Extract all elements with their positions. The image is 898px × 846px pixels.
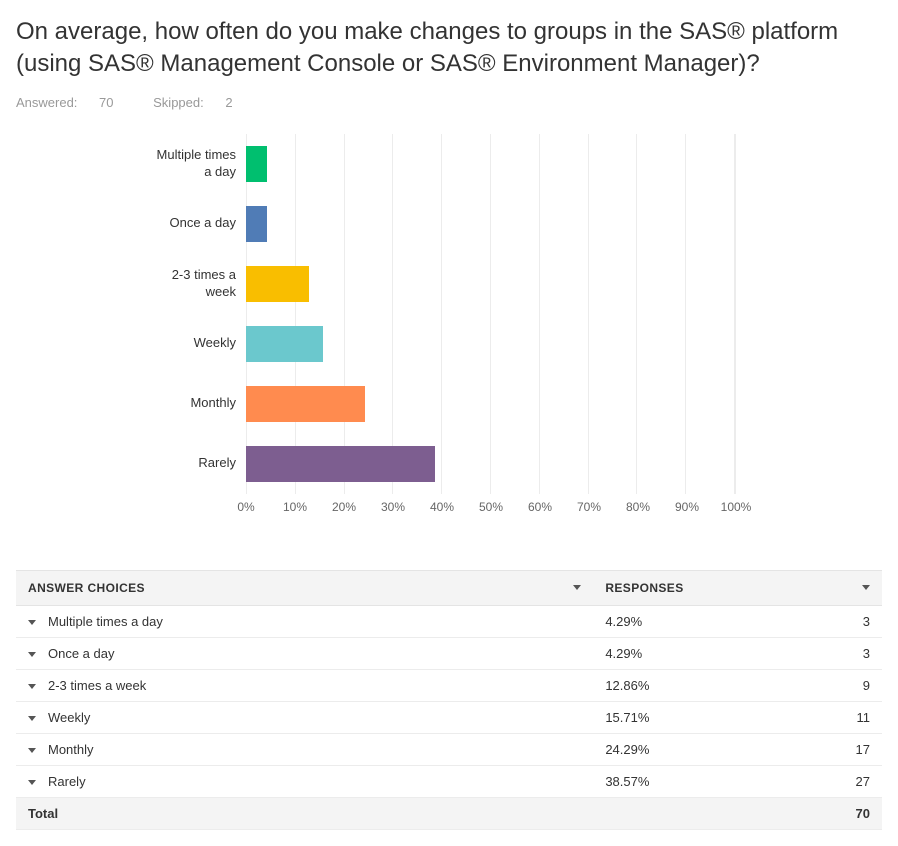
expand-caret-icon[interactable] <box>28 780 36 785</box>
row-percent: 38.57% <box>593 765 799 797</box>
question-title: On average, how often do you make change… <box>16 16 882 81</box>
row-percent: 4.29% <box>593 637 799 669</box>
table-row: Multiple times a day 4.29%3 <box>16 605 882 637</box>
chart-x-tick: 90% <box>675 500 699 514</box>
row-count: 3 <box>800 637 882 669</box>
chart-x-tick: 40% <box>430 500 454 514</box>
row-label: Multiple times a day <box>48 614 163 629</box>
chart-x-tick: 60% <box>528 500 552 514</box>
answered-label: Answered: <box>16 95 77 110</box>
sort-caret-icon <box>573 585 581 590</box>
chart-x-tick: 70% <box>577 500 601 514</box>
bar-chart: Multiple timesa dayOnce a day2-3 times a… <box>16 134 736 520</box>
chart-x-tick: 20% <box>332 500 356 514</box>
column-header-responses[interactable]: Responses <box>593 570 882 605</box>
results-table: Answer Choices Responses Multiple times … <box>16 570 882 830</box>
sort-caret-icon <box>862 585 870 590</box>
chart-x-tick: 0% <box>237 500 254 514</box>
table-row: Rarely 38.57%27 <box>16 765 882 797</box>
chart-y-label: Weekly <box>16 314 246 374</box>
chart-x-tick: 100% <box>721 500 752 514</box>
chart-y-label: 2-3 times aweek <box>16 254 246 314</box>
row-count: 17 <box>800 733 882 765</box>
row-percent: 12.86% <box>593 669 799 701</box>
row-percent: 4.29% <box>593 605 799 637</box>
row-percent: 15.71% <box>593 701 799 733</box>
table-total-row: Total 70 <box>16 797 882 829</box>
chart-y-label: Multiple timesa day <box>16 134 246 194</box>
row-label: Once a day <box>48 646 115 661</box>
chart-x-tick: 30% <box>381 500 405 514</box>
expand-caret-icon[interactable] <box>28 684 36 689</box>
chart-bar[interactable] <box>246 206 267 242</box>
table-row: Monthly 24.29%17 <box>16 733 882 765</box>
chart-bar[interactable] <box>246 146 267 182</box>
column-header-choices[interactable]: Answer Choices <box>16 570 593 605</box>
row-count: 3 <box>800 605 882 637</box>
chart-x-tick: 10% <box>283 500 307 514</box>
total-label: Total <box>16 797 593 829</box>
response-meta: Answered: 70 Skipped: 2 <box>16 95 882 110</box>
chart-y-label: Monthly <box>16 374 246 434</box>
row-label: Rarely <box>48 774 86 789</box>
skipped-value: 2 <box>225 95 232 110</box>
row-percent: 24.29% <box>593 733 799 765</box>
expand-caret-icon[interactable] <box>28 748 36 753</box>
table-row: Weekly 15.71%11 <box>16 701 882 733</box>
table-row: 2-3 times a week 12.86%9 <box>16 669 882 701</box>
chart-bar[interactable] <box>246 266 309 302</box>
row-label: Monthly <box>48 742 94 757</box>
chart-x-tick: 50% <box>479 500 503 514</box>
chart-bar[interactable] <box>246 446 435 482</box>
column-header-responses-label: Responses <box>605 581 683 595</box>
chart-bar[interactable] <box>246 326 323 362</box>
chart-bar[interactable] <box>246 386 365 422</box>
total-value: 70 <box>800 797 882 829</box>
expand-caret-icon[interactable] <box>28 620 36 625</box>
skipped-label: Skipped: <box>153 95 204 110</box>
column-header-choices-label: Answer Choices <box>28 581 145 595</box>
row-label: 2-3 times a week <box>48 678 146 693</box>
expand-caret-icon[interactable] <box>28 716 36 721</box>
answered-value: 70 <box>99 95 113 110</box>
row-count: 11 <box>800 701 882 733</box>
table-row: Once a day 4.29%3 <box>16 637 882 669</box>
row-count: 27 <box>800 765 882 797</box>
chart-x-tick: 80% <box>626 500 650 514</box>
row-label: Weekly <box>48 710 90 725</box>
expand-caret-icon[interactable] <box>28 652 36 657</box>
chart-y-label: Rarely <box>16 434 246 494</box>
chart-y-label: Once a day <box>16 194 246 254</box>
row-count: 9 <box>800 669 882 701</box>
